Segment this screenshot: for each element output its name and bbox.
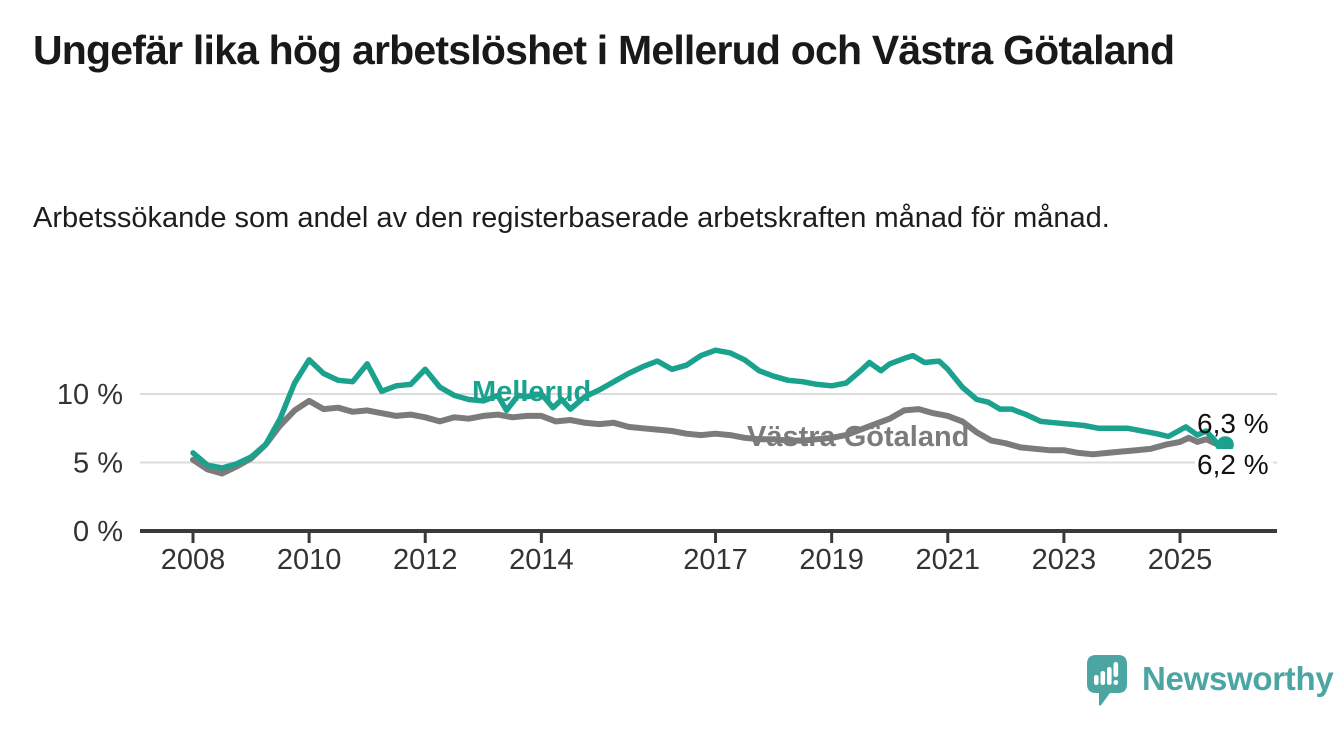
end-value-label-mellerud: 6,3 % [1197,408,1269,439]
line-vastra-gotaland [190,397,1229,477]
x-axis-tick-label: 2025 [1148,544,1213,576]
end-point-dot [1216,436,1234,454]
line-mellerud [190,347,1229,471]
series-label-mellerud: Mellerud [472,376,592,408]
x-axis-tick-label: 2012 [393,544,458,576]
x-axis-tick-label: 2019 [799,544,864,576]
logo-bar-3 [1107,667,1112,685]
newsworthy-logo-icon [1087,655,1127,706]
logo-exclamation-dot [1113,680,1119,685]
series-label-vastra-gotaland: Västra Götaland [747,421,970,453]
x-axis-tick-label: 2014 [509,544,574,576]
x-axis-tick-label: 2008 [161,544,226,576]
x-axis-tick-label: 2010 [277,544,342,576]
logo-bar-2 [1100,671,1106,685]
x-axis-tick-label: 2021 [916,544,981,576]
logo-exclamation-stem [1113,662,1119,677]
x-axis-tick-label: 2017 [683,544,748,576]
x-axis-tick-label: 2023 [1032,544,1097,576]
logo-bar-1 [1094,675,1099,685]
y-axis-tick-label: 10 % [57,379,123,411]
brand-name: Newsworthy [1142,660,1334,697]
y-axis-tick-label: 0 % [73,516,123,548]
newsworthy-brand: Newsworthy [1086,654,1334,708]
end-value-label-vastra-gotaland: 6,2 % [1195,449,1273,481]
y-axis-tick-label: 5 % [73,448,123,480]
chart-title: Ungefär lika hög arbetslöshet i Mellerud… [33,27,1175,73]
chart-subtitle: Arbetssökande som andel av den registerb… [33,202,1110,234]
